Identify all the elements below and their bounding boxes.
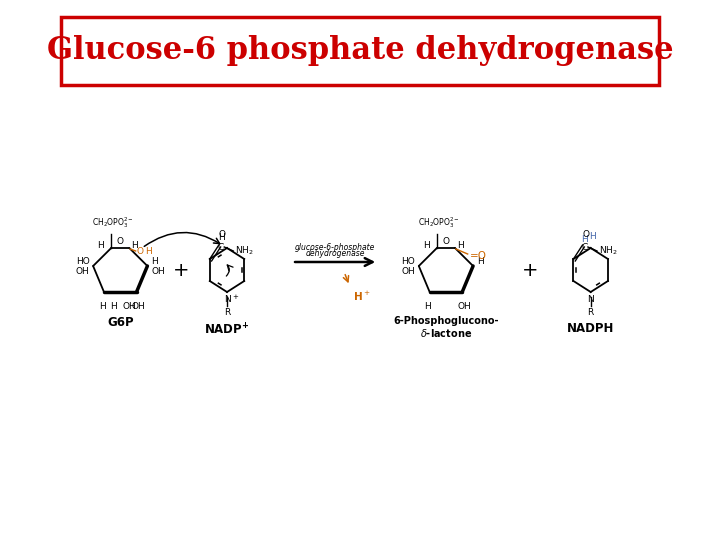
Text: OH: OH [151, 267, 165, 276]
Text: $\mathregular{NH_2}$: $\mathregular{NH_2}$ [599, 245, 618, 257]
Text: H: H [151, 258, 158, 267]
Text: NADPH: NADPH [567, 322, 614, 335]
Text: H: H [477, 258, 483, 267]
Text: C: C [581, 242, 588, 252]
Text: OH: OH [402, 267, 415, 276]
Text: =O: =O [469, 251, 487, 261]
Text: OH: OH [457, 302, 471, 311]
Text: N: N [224, 295, 230, 304]
Text: OH: OH [132, 302, 145, 311]
Text: G6P: G6P [107, 316, 134, 329]
Text: OH: OH [122, 302, 136, 311]
Text: H: H [97, 241, 104, 251]
Text: +: + [522, 260, 539, 280]
Text: CH$_2$OPO$_3^{2-}$: CH$_2$OPO$_3^{2-}$ [92, 215, 134, 230]
Text: O: O [443, 237, 449, 246]
Text: H: H [99, 302, 106, 311]
Text: HO: HO [76, 258, 89, 267]
Text: O: O [219, 230, 226, 239]
Text: CH$_2$OPO$_3^{2-}$: CH$_2$OPO$_3^{2-}$ [418, 215, 459, 230]
Text: $\delta$-lactone: $\delta$-lactone [420, 327, 472, 339]
Text: H: H [589, 232, 596, 241]
Text: H: H [131, 241, 138, 251]
Text: OH: OH [76, 267, 89, 276]
Text: $\mathregular{NH_2}$: $\mathregular{NH_2}$ [235, 245, 254, 257]
Text: H: H [581, 235, 588, 244]
Text: HO: HO [402, 258, 415, 267]
Text: Glucose-6 phosphate dehydrogenase: Glucose-6 phosphate dehydrogenase [47, 36, 673, 66]
FancyBboxPatch shape [61, 17, 659, 85]
Text: O: O [137, 247, 143, 256]
Text: N: N [588, 295, 594, 304]
Text: R: R [224, 308, 230, 317]
Text: dehydrogenase: dehydrogenase [305, 249, 365, 258]
Text: H: H [425, 302, 431, 311]
Text: +: + [173, 260, 189, 280]
Text: NADP$^{\bf{+}}$: NADP$^{\bf{+}}$ [204, 322, 250, 338]
Text: R: R [588, 308, 594, 317]
Text: glucose-6-phosphate: glucose-6-phosphate [295, 243, 375, 252]
Text: H: H [456, 241, 464, 251]
Text: H$^+$: H$^+$ [354, 290, 371, 303]
Text: O: O [582, 230, 590, 239]
Text: H: H [218, 233, 225, 242]
Text: C: C [217, 242, 224, 252]
Text: H: H [109, 302, 117, 311]
Text: H: H [145, 247, 153, 256]
Text: +: + [233, 294, 238, 300]
Text: O: O [117, 237, 124, 246]
Text: 6-Phosphoglucono-: 6-Phosphoglucono- [393, 316, 499, 326]
Text: H: H [423, 241, 430, 251]
